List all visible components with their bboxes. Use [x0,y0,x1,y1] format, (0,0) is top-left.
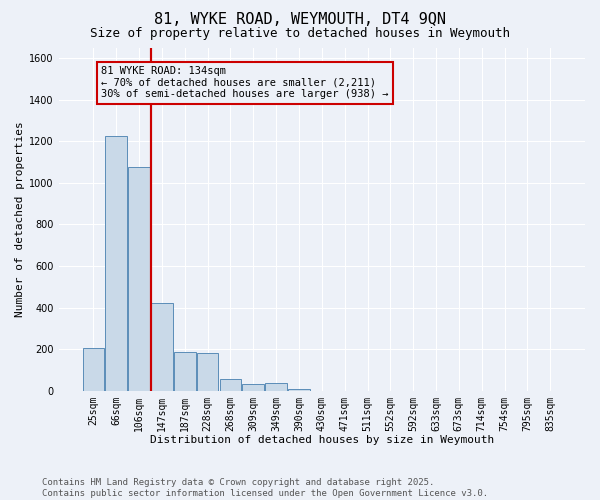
Text: 81, WYKE ROAD, WEYMOUTH, DT4 9QN: 81, WYKE ROAD, WEYMOUTH, DT4 9QN [154,12,446,28]
X-axis label: Distribution of detached houses by size in Weymouth: Distribution of detached houses by size … [150,435,494,445]
Text: Size of property relative to detached houses in Weymouth: Size of property relative to detached ho… [90,28,510,40]
Text: 81 WYKE ROAD: 134sqm
← 70% of detached houses are smaller (2,211)
30% of semi-de: 81 WYKE ROAD: 134sqm ← 70% of detached h… [101,66,389,100]
Text: Contains HM Land Registry data © Crown copyright and database right 2025.
Contai: Contains HM Land Registry data © Crown c… [42,478,488,498]
Bar [83,348,104,391]
Bar [174,352,196,391]
Bar [151,304,173,390]
Bar [197,354,218,391]
Bar [265,384,287,390]
Y-axis label: Number of detached properties: Number of detached properties [15,121,25,317]
Bar [242,384,264,390]
Bar [128,167,150,390]
Bar [288,388,310,390]
Bar [220,380,241,390]
Bar [106,136,127,390]
